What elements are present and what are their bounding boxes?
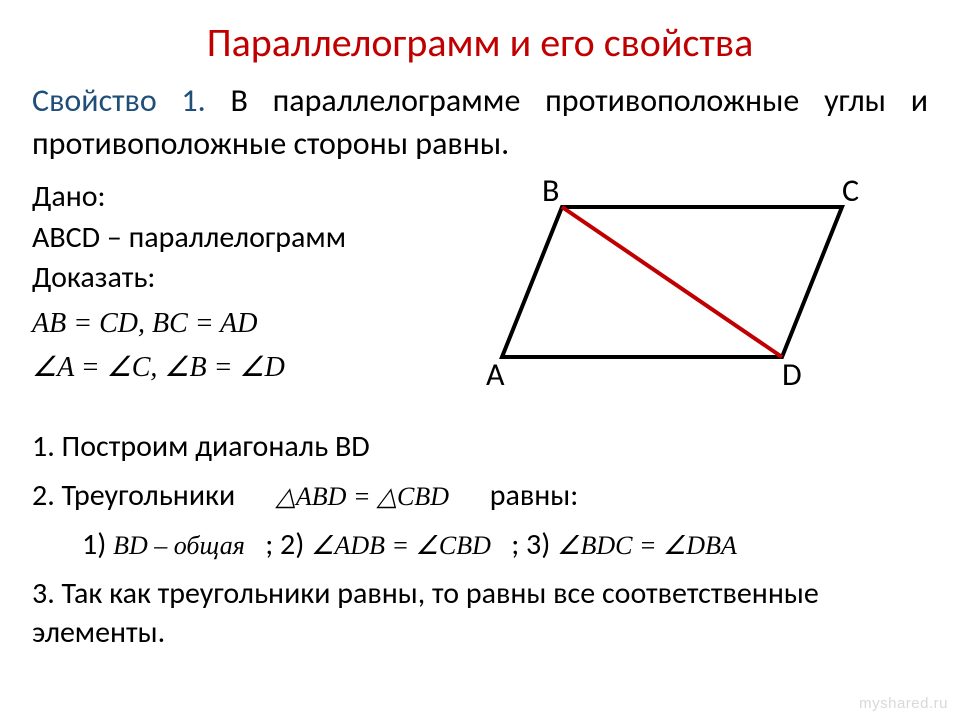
sub2-pre: ; 2) [265,526,304,563]
diagonal-bd [562,207,782,357]
vertex-a-label: A [486,355,505,394]
proof-step1: 1. Построим диагональ BD [32,427,928,466]
diagram-svg [472,177,892,397]
step2-pre: 2. Треугольники [32,477,235,514]
vertex-d-label: D [782,355,802,394]
step2-post: равны: [490,477,579,514]
proof-step3: 3. Так как треугольники равны, то равны … [32,574,928,652]
parallelogram-diagram: B C A D [472,177,928,417]
sub1-pre: 1) [82,526,106,563]
sub2-math: ∠ADB = ∠CBD [311,531,491,560]
proof-step2: 2. Треугольники △ABD = △CBD равны: [32,476,928,515]
sub3-pre: ; 3) [511,526,550,563]
proof-step2-sub: 1) BD – общая ; 2) ∠ADB = ∠CBD ; 3) ∠BDC… [32,525,928,564]
page-title: Параллелограмм и его свойства [0,0,960,67]
sub1-math: BD – общая [113,531,245,560]
given-eq2: ∠A = ∠C, ∠B = ∠D [32,343,472,387]
watermark: myshared.ru [859,695,948,712]
vertex-b-label: B [542,171,559,210]
vertex-c-label: C [842,171,859,210]
given-block: Дано: ABCD – параллелограмм Доказать: AB… [32,177,472,417]
given-dano: Дано: [32,177,472,218]
property-lead: Свойство 1. [32,81,206,120]
sub3-math: ∠BDC = ∠DBA [557,531,737,560]
proof-block: 1. Построим диагональ BD 2. Треугольники… [0,421,960,652]
property-statement: Свойство 1. В параллелограмме противопол… [0,67,960,169]
given-abcd: ABCD – параллелограмм [32,218,472,259]
step2-math: △ABD = △CBD [276,482,449,511]
given-eq1: AB = CD, BC = AD [32,299,472,343]
given-dokazat: Доказать: [32,258,472,299]
